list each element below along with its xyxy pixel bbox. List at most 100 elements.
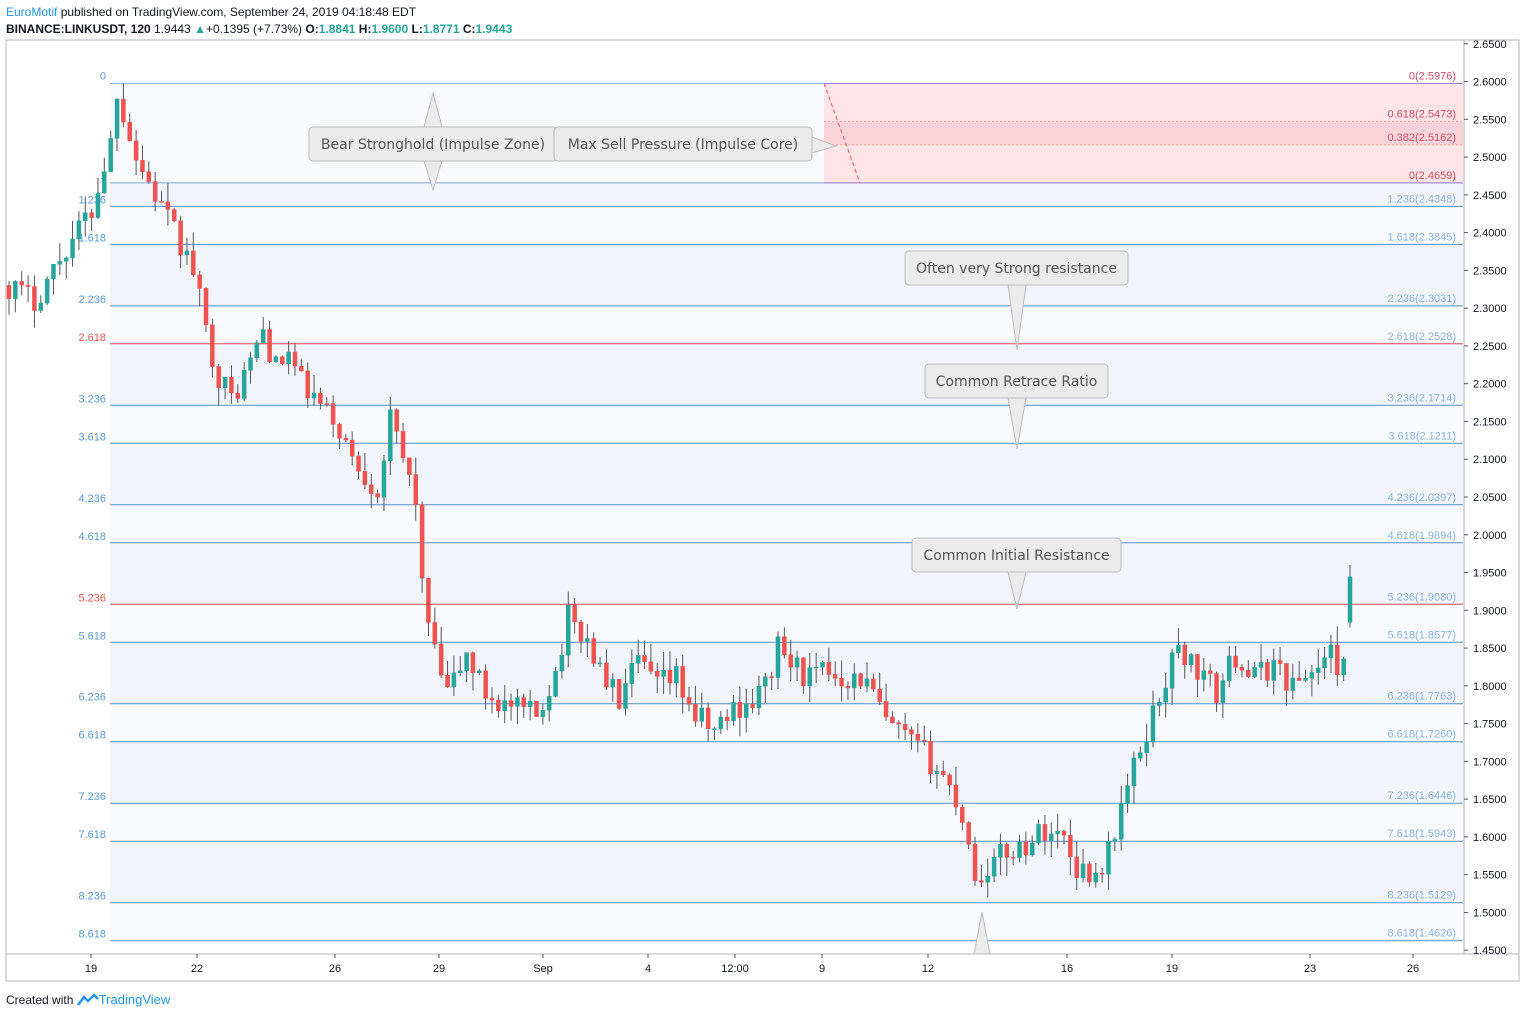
candle[interactable] — [1106, 831, 1111, 890]
candle[interactable] — [1322, 647, 1327, 679]
candle[interactable] — [858, 672, 863, 690]
candle[interactable] — [1157, 698, 1162, 717]
candle[interactable] — [521, 693, 527, 718]
candle[interactable] — [337, 422, 342, 449]
candle[interactable] — [1087, 861, 1092, 887]
candle[interactable] — [1258, 644, 1264, 681]
candle[interactable] — [585, 624, 590, 657]
candle[interactable] — [801, 657, 806, 694]
candle[interactable] — [1029, 835, 1035, 857]
candle[interactable] — [966, 821, 971, 850]
candle[interactable] — [1068, 819, 1073, 876]
candle[interactable] — [737, 686, 743, 737]
candle[interactable] — [890, 711, 895, 724]
candle[interactable] — [934, 764, 940, 789]
candle[interactable] — [1226, 646, 1232, 688]
candle[interactable] — [83, 196, 88, 237]
candle[interactable] — [998, 833, 1003, 875]
candle[interactable] — [1176, 628, 1181, 659]
candle[interactable] — [718, 710, 724, 735]
candle[interactable] — [191, 232, 196, 277]
callout-initial-resistance[interactable]: Common Initial Resistance — [911, 537, 1122, 610]
candle[interactable] — [438, 626, 444, 678]
candle[interactable] — [1061, 829, 1067, 845]
candle[interactable] — [597, 657, 603, 668]
candle[interactable] — [1277, 647, 1283, 676]
candle[interactable] — [1290, 663, 1296, 700]
candle[interactable] — [1169, 648, 1175, 705]
candle[interactable] — [1010, 850, 1016, 866]
candle[interactable] — [775, 631, 781, 690]
candle[interactable] — [1131, 751, 1137, 805]
candle[interactable] — [1201, 657, 1207, 692]
candle[interactable] — [915, 723, 921, 753]
candle[interactable] — [254, 340, 260, 362]
candle[interactable] — [1099, 868, 1105, 883]
candle[interactable] — [928, 730, 933, 784]
candle[interactable] — [960, 804, 965, 831]
candle[interactable] — [591, 632, 596, 667]
candle[interactable] — [19, 271, 24, 296]
candle[interactable] — [464, 652, 469, 683]
callout-common-retrace[interactable]: Common Retrace Ratio — [924, 363, 1109, 450]
candle[interactable] — [229, 365, 234, 404]
candle[interactable] — [280, 355, 285, 366]
candle[interactable] — [457, 656, 463, 676]
candle[interactable] — [553, 666, 558, 698]
candle[interactable] — [299, 359, 304, 372]
candle[interactable] — [44, 276, 50, 305]
candle[interactable] — [1055, 813, 1060, 849]
candle[interactable] — [292, 342, 298, 376]
candle[interactable] — [1182, 641, 1188, 679]
candle[interactable] — [1347, 564, 1353, 628]
candle[interactable] — [1220, 673, 1226, 719]
candle[interactable] — [1042, 814, 1048, 855]
candle[interactable] — [343, 434, 349, 442]
candle[interactable] — [877, 672, 882, 706]
candle[interactable] — [1017, 834, 1022, 862]
candle[interactable] — [1239, 664, 1245, 678]
candle[interactable] — [184, 237, 190, 265]
candle[interactable] — [534, 701, 539, 717]
candle[interactable] — [222, 376, 228, 400]
candle[interactable] — [419, 501, 425, 593]
candle[interactable] — [883, 683, 889, 721]
candle[interactable] — [394, 408, 399, 444]
candle[interactable] — [13, 280, 18, 313]
candle[interactable] — [813, 652, 819, 684]
candle[interactable] — [1163, 672, 1168, 718]
candle[interactable] — [979, 865, 984, 888]
candle[interactable] — [769, 671, 774, 691]
candle[interactable] — [1214, 671, 1219, 712]
candle[interactable] — [451, 655, 457, 696]
candle[interactable] — [623, 668, 628, 716]
candle[interactable] — [400, 422, 406, 463]
candle[interactable] — [127, 113, 133, 142]
candle[interactable] — [146, 161, 152, 184]
candle[interactable] — [985, 858, 990, 898]
candle[interactable] — [407, 457, 412, 486]
candle[interactable] — [63, 256, 69, 279]
candle[interactable] — [432, 607, 438, 649]
candle[interactable] — [210, 319, 215, 378]
candle[interactable] — [76, 211, 82, 250]
candle[interactable] — [51, 263, 56, 295]
candle[interactable] — [1341, 656, 1346, 681]
candle[interactable] — [896, 720, 902, 739]
candle[interactable] — [330, 395, 336, 438]
candle[interactable] — [248, 351, 253, 384]
candle[interactable] — [1265, 659, 1270, 688]
candle[interactable] — [32, 275, 37, 328]
candle[interactable] — [1138, 746, 1143, 762]
candle[interactable] — [121, 83, 126, 128]
candle[interactable] — [947, 773, 952, 796]
candle[interactable] — [235, 384, 241, 403]
candle[interactable] — [832, 661, 838, 687]
candle[interactable] — [661, 652, 666, 695]
candle[interactable] — [635, 639, 641, 673]
candle[interactable] — [502, 685, 507, 724]
candle[interactable] — [95, 177, 101, 220]
candle[interactable] — [864, 662, 870, 693]
candle[interactable] — [159, 191, 164, 203]
candle[interactable] — [108, 130, 113, 173]
